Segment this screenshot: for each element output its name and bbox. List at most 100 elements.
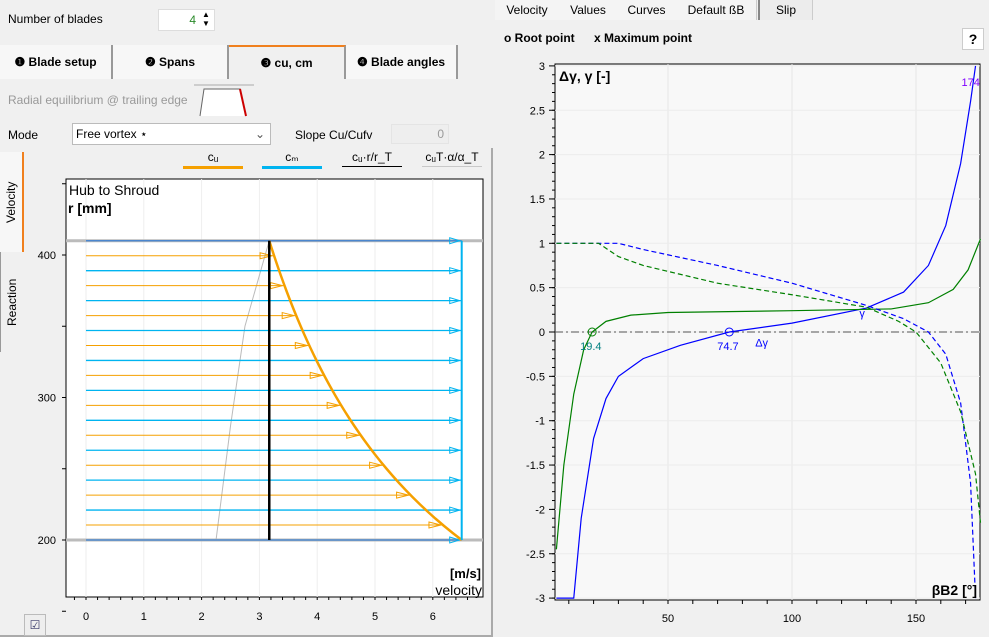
cm-arrow [449,476,462,484]
legend-swatch [262,166,322,169]
x-tick-label: 6 [430,611,436,623]
y-axis-label: Δγ, γ [-] [559,68,610,84]
x-tick-label: 50 [662,613,674,625]
cm-arrow [449,536,462,544]
x-tick-label: 150 [907,613,925,625]
y-tick-label: 200 [38,535,56,547]
cu-arrow [309,371,323,380]
mode-select[interactable]: Free vortex ⋆ ⌄ [72,123,271,145]
legend-label: cₘ [285,150,299,164]
y-tick-label: 2 [539,150,545,162]
cu-arrow [346,431,359,439]
x-axis-unit: [m/s] [450,566,481,581]
right-tab-3[interactable]: Default ßB [676,0,757,20]
cm-arrow [449,267,462,275]
series-line-1 [555,238,982,550]
y-tick-label: -1.5 [526,460,545,472]
cu-arrow [281,311,295,320]
x-tick-label: 5 [372,611,378,623]
left-panel-frame [0,148,493,637]
stepper-arrows-icon[interactable]: ▲ ▼ [202,10,210,28]
right-tab-0[interactable]: Velocity [495,0,560,20]
series-line-2 [556,242,977,599]
cu-arrow [369,461,382,469]
y-tick-label: 3 [539,61,545,73]
legend-label: cᵤ·r/r_T [352,150,392,164]
y-tick-label: -1 [535,416,545,428]
series-line-3 [556,242,982,523]
radial-equilibrium-label: Radial equilibrium @ trailing edge [8,93,188,107]
y-tick-label: -0.5 [526,371,545,383]
cu-curve [268,240,463,541]
cu-arrow [428,521,442,529]
legend-swatch [183,166,243,169]
series-line-0 [556,65,977,599]
cm-arrow [449,416,462,424]
legend-item[interactable]: cᵤT·α/α_T [422,150,482,167]
tab-1[interactable]: ❷ Spans [113,45,229,79]
annotation: 74.7 [717,341,738,353]
trailing-edge-icon [194,84,254,117]
annotation: Δγ [755,337,768,349]
cm-arrow [449,386,462,395]
y-tick-label: 400 [38,250,56,262]
y-tick-label: -2 [535,504,545,516]
x-axis-label: βB2 [°] [932,582,977,598]
slope-input[interactable]: 0 [391,124,449,144]
max-point-legend: x Maximum point [594,31,693,45]
x-tick-label: 1 [141,611,147,623]
y-tick-label: 300 [38,393,56,405]
cu-arrow [396,491,409,499]
x-tick-label: 4 [314,611,320,623]
y-tick-label: 0 [539,327,545,339]
root-point-delta [724,327,734,337]
cu-arrow [326,401,340,409]
plot-area [65,178,484,598]
legend-label: cᵤ [207,150,219,164]
cu-arrow [294,341,308,350]
tab-0[interactable]: ❶ Blade setup [0,45,113,79]
y-axis-label: r [mm] [68,200,112,216]
cu-arrow [259,252,273,260]
annotation: 19.4 [580,341,601,353]
blades-stepper[interactable]: 4 [158,9,215,31]
cm-arrow [449,296,462,305]
help-button[interactable]: ? [962,28,984,50]
cu-arrow [270,281,283,290]
legend-swatch [422,166,482,167]
root-point-gamma [587,327,597,337]
cuT-alpha-line [215,240,270,541]
y-tick-label: -2.5 [526,549,545,561]
slip-chart: 50 100 150 -3 -2.5 -2 -1.5 -1 -0.5 0 0.5 1 1.5 2 2.5 3 1… [526,61,982,625]
y-tick-label: 1 [539,238,545,250]
chevron-down-icon: ⌄ [254,127,265,141]
annotation: γ [859,308,865,320]
x-tick-label: 100 [783,613,801,625]
x-axis-label: velocity [435,582,482,598]
y-tick-label: 2.5 [530,105,545,117]
x-tick-label: 2 [199,611,205,623]
copy-chart-icon[interactable]: ☑ [24,614,46,636]
cm-arrow [449,446,462,454]
legend-item[interactable]: cₘ [262,150,322,169]
tab-2[interactable]: ❸ cu, cm [229,45,346,79]
cm-arrow [449,356,462,365]
mode-label: Mode [8,128,39,142]
x-tick-label: 3 [256,611,262,623]
y-tick-label: -3 [535,593,545,605]
legend-swatch [342,166,402,167]
legend-item[interactable]: cᵤ·r/r_T [342,150,402,167]
y-tick-label: 1.5 [530,194,545,206]
y-tick-label: 0.5 [530,283,545,295]
tab-3[interactable]: ❹ Blade angles [346,45,458,79]
chart-title: Hub to Shroud [69,182,159,198]
slope-label: Slope Cu/Cufv [295,128,373,142]
x-tick-label: 0 [83,611,89,623]
cm-arrow [449,506,462,514]
cm-arrow [449,237,462,245]
legend-item[interactable]: cᵤ [183,150,243,169]
velocity-chart: 0 1 2 3 4 5 6 200 300 400 Hub to Shroud r [mm] [m/s]… [38,178,484,623]
right-tab-4[interactable]: Slip [758,0,813,20]
blades-label: Number of blades [8,12,103,26]
root-point-legend: o Root point [504,31,575,45]
